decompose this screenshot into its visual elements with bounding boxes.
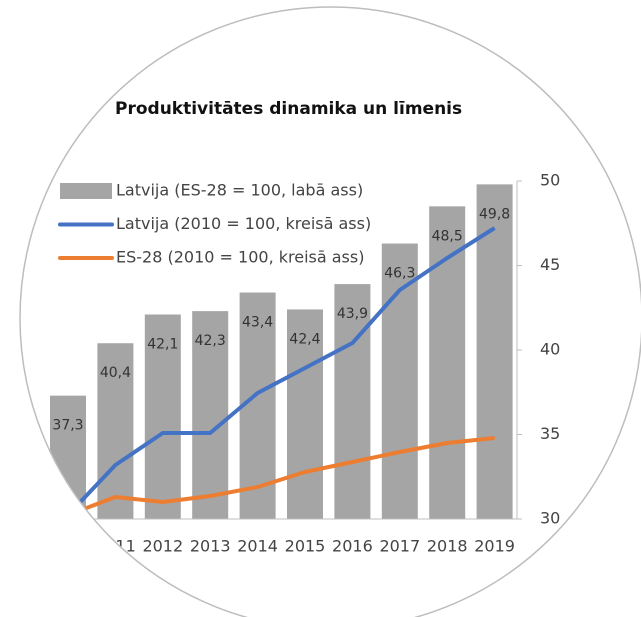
bar [192,311,229,519]
plot-area: Produktivitātes dinamika un līmenis 30 35… [40,99,560,556]
data-label: 42,1 [147,337,178,353]
y2-tick-label: 40 [540,340,560,359]
x-tick-label: 2013 [190,537,231,556]
legend-swatch [60,183,112,199]
bar [381,243,418,519]
data-label: 48,5 [432,228,463,244]
y2-tick-label: 30 [540,509,560,528]
legend-label: Latvija (2010 = 100, kreisā ass) [116,214,371,233]
bar [429,206,466,519]
data-label: 46,3 [384,266,415,282]
x-tick-label: 2011 [95,537,136,556]
x-tick-label: 2017 [379,537,420,556]
line-series [67,436,495,517]
y2-tick-label: 45 [540,255,560,274]
y2-tick-label: 50 [540,171,560,190]
x-tick-label: 2018 [427,537,468,556]
data-label: 42,3 [195,333,226,349]
legend-label: ES-28 (2010 = 100, kreisā ass) [116,248,364,267]
x-tick-label: 2012 [142,537,183,556]
x-tick-label: 2015 [285,537,326,556]
x-tick-label: 2014 [237,537,278,556]
bar [287,309,323,519]
data-label: 40,4 [100,365,131,381]
bar [97,343,134,519]
y2-tick-label: 35 [540,424,560,443]
data-label: 42,4 [289,331,320,347]
chart-title: Produktivitātes dinamika un līmenis [115,99,462,119]
x-tick-label: 2019 [474,537,515,556]
data-label: 43,4 [242,315,273,331]
bar [334,284,371,519]
frame [19,6,641,617]
bar [144,314,181,519]
legend-label: Latvija (ES-28 = 100, labā ass) [116,181,363,200]
data-label: 43,9 [337,306,368,322]
data-label: 37,3 [52,418,83,434]
data-label: 49,8 [479,206,510,222]
line-series [66,226,496,517]
bar [476,184,513,519]
x-tick-label: 2016 [332,537,373,556]
